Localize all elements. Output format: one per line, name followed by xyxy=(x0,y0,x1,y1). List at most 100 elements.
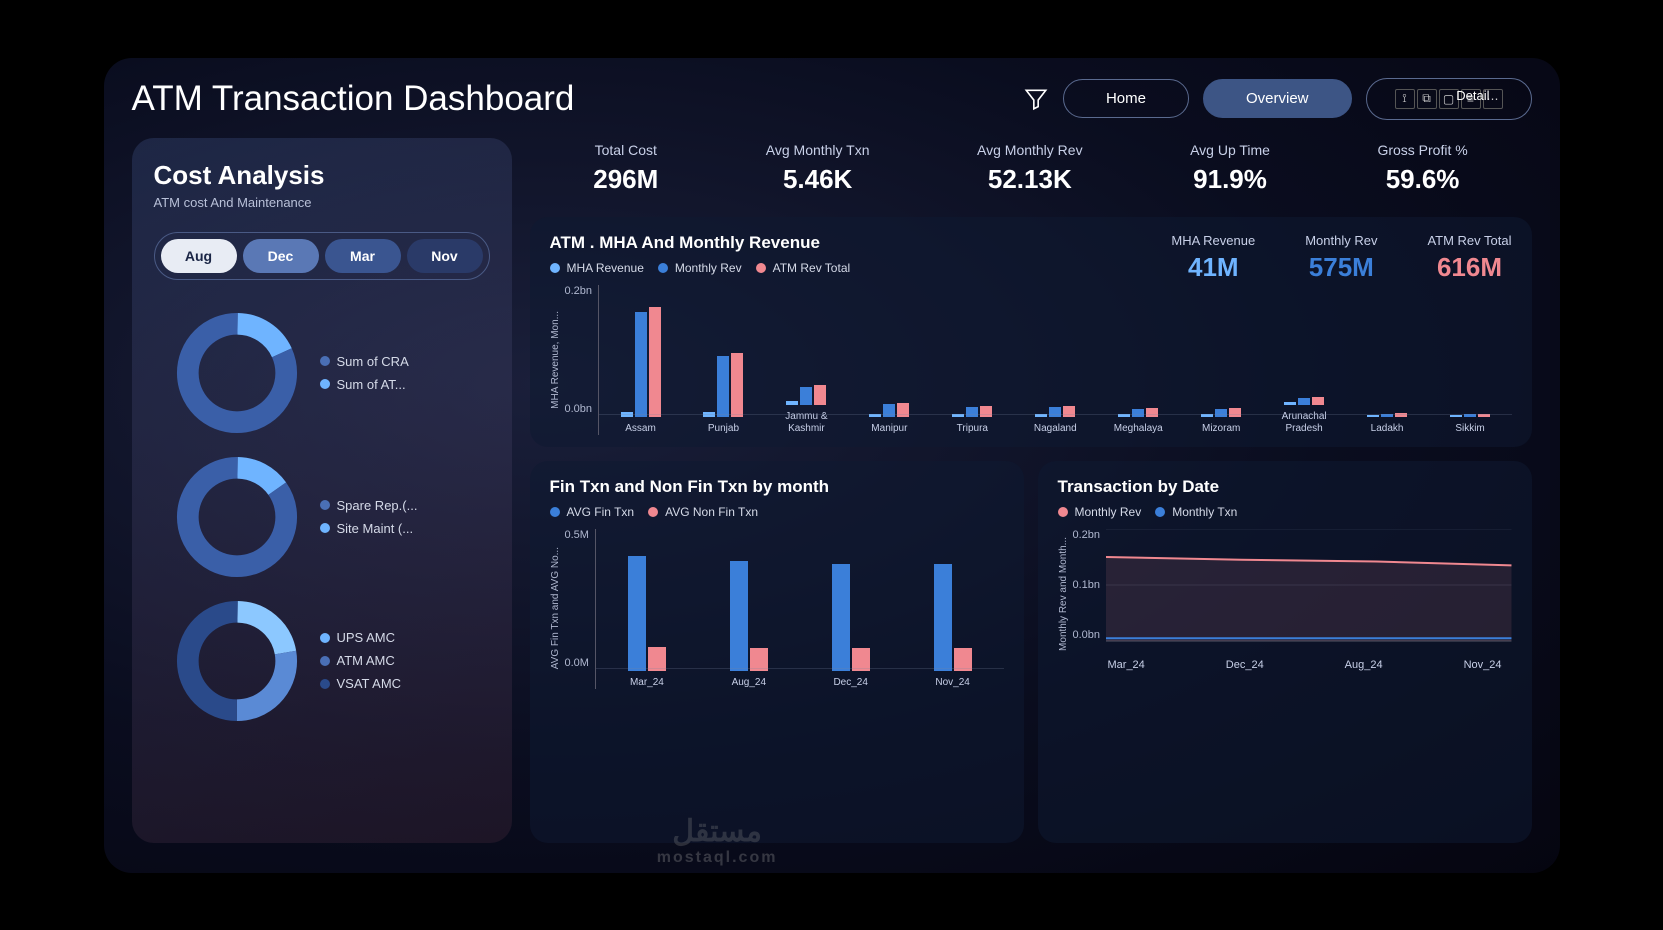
bar[interactable] xyxy=(730,561,748,670)
bar[interactable] xyxy=(1049,407,1061,417)
legend-item[interactable]: MHA Revenue xyxy=(550,261,644,275)
legend-item[interactable]: ATM Rev Total xyxy=(756,261,851,275)
copy-icon[interactable]: ⧉ xyxy=(1417,89,1437,109)
watermark-2: mostaql.com xyxy=(657,849,778,867)
x-label: Manipur xyxy=(871,423,907,435)
legend-item: Site Maint (... xyxy=(320,521,418,536)
x-label: Dec_24 xyxy=(833,677,867,689)
fin-ytick: 0.0M xyxy=(565,657,589,669)
bar[interactable] xyxy=(1478,414,1490,416)
fintxn-title: Fin Txn and Non Fin Txn by month xyxy=(550,477,1004,497)
bar[interactable] xyxy=(1118,414,1130,416)
legend-item[interactable]: Monthly Rev xyxy=(658,261,742,275)
bar[interactable] xyxy=(1201,414,1213,416)
bar[interactable] xyxy=(1312,397,1324,405)
cost-subtitle: ATM cost And Maintenance xyxy=(154,195,490,210)
bar[interactable] xyxy=(628,556,646,670)
nav-home[interactable]: Home xyxy=(1063,79,1189,118)
bar[interactable] xyxy=(897,403,909,416)
pin-icon[interactable]: ⟟ xyxy=(1395,89,1415,109)
bar[interactable] xyxy=(1298,398,1310,405)
rev-y-label: MHA Revenue, Mon... xyxy=(550,311,561,409)
month-btn-mar[interactable]: Mar xyxy=(325,239,401,273)
bar[interactable] xyxy=(1035,414,1047,416)
legend-item: VSAT AMC xyxy=(320,676,402,691)
nav-detail[interactable]: ⟟ ⧉ ▢ ≡ ⋯ xyxy=(1366,78,1532,120)
bar[interactable] xyxy=(1450,415,1462,416)
x-label: Assam xyxy=(625,423,656,435)
bar[interactable] xyxy=(980,406,992,417)
legend-item[interactable]: AVG Non Fin Txn xyxy=(648,505,758,519)
fintxn-legend: AVG Fin Txn AVG Non Fin Txn xyxy=(550,505,1004,519)
donut-row-2: UPS AMCATM AMCVSAT AMC xyxy=(154,596,490,726)
bar[interactable] xyxy=(1381,414,1393,416)
bar-group: Arunachal Pradesh xyxy=(1263,285,1346,435)
bar[interactable] xyxy=(1284,402,1296,404)
rev-bars: Assam Punjab Jammu & Kashmir Manipur Tripura… xyxy=(598,285,1511,435)
legend-item[interactable]: AVG Fin Txn xyxy=(550,505,635,519)
kpi: Total Cost296M xyxy=(593,142,658,195)
rev-kpi: MHA Revenue41M xyxy=(1171,233,1255,283)
txndate-legend: Monthly Rev Monthly Txn xyxy=(1058,505,1512,519)
bar[interactable] xyxy=(934,564,952,671)
x-tick: Dec_24 xyxy=(1226,659,1264,671)
revenue-kpis: MHA Revenue41M Monthly Rev575M ATM Rev Tot… xyxy=(1171,233,1511,283)
donut-row-0: Sum of CRASum of AT... xyxy=(154,308,490,438)
bar[interactable] xyxy=(814,385,826,405)
legend-item: Spare Rep.(... xyxy=(320,498,418,513)
watermark-1: مستقل xyxy=(657,814,778,849)
x-label: Punjab xyxy=(708,423,739,435)
bar[interactable] xyxy=(869,414,881,416)
bar[interactable] xyxy=(1146,408,1158,417)
bar[interactable] xyxy=(966,407,978,417)
bar-group: Jammu & Kashmir xyxy=(765,285,848,435)
bar[interactable] xyxy=(786,401,798,404)
bar[interactable] xyxy=(649,307,661,417)
month-btn-dec[interactable]: Dec xyxy=(243,239,319,273)
fintxn-card: Fin Txn and Non Fin Txn by month AVG Fin… xyxy=(530,461,1024,843)
dashboard-root: ATM Transaction Dashboard Home Overview … xyxy=(104,58,1560,873)
x-label: Tripura xyxy=(957,423,988,435)
bar[interactable] xyxy=(1229,408,1241,417)
fin-ytick: 0.5M xyxy=(565,529,589,541)
txn-ytick: 0.0bn xyxy=(1073,629,1101,641)
bar[interactable] xyxy=(883,404,895,416)
page-title: ATM Transaction Dashboard xyxy=(132,79,575,119)
kpi: Gross Profit %59.6% xyxy=(1377,142,1467,195)
bar[interactable] xyxy=(952,414,964,416)
bar[interactable] xyxy=(800,387,812,405)
donut-1 xyxy=(172,452,302,582)
bar[interactable] xyxy=(731,353,743,417)
nav-overview[interactable]: Overview xyxy=(1203,79,1352,118)
revenue-chart: MHA Revenue, Mon... 0.2bn 0.0bn AssamPun… xyxy=(550,285,1512,435)
month-btn-aug[interactable]: Aug xyxy=(161,239,237,273)
bar[interactable] xyxy=(1367,415,1379,416)
nav-detail-label: Detail xyxy=(1456,88,1489,103)
cost-title: Cost Analysis xyxy=(154,160,490,191)
bar[interactable] xyxy=(1464,414,1476,416)
x-tick: Aug_24 xyxy=(1345,659,1383,671)
txn-ytick: 0.2bn xyxy=(1073,529,1101,541)
bar[interactable] xyxy=(635,312,647,417)
rev-kpi: ATM Rev Total616M xyxy=(1427,233,1511,283)
legend-item[interactable]: Monthly Rev xyxy=(1058,505,1142,519)
cost-analysis-panel: Cost Analysis ATM cost And Maintenance A… xyxy=(132,138,512,843)
bar[interactable] xyxy=(1063,406,1075,417)
fintxn-chart: AVG Fin Txn and AVG No... 0.5M 0.0M Mar_… xyxy=(550,529,1004,689)
txndate-title: Transaction by Date xyxy=(1058,477,1512,497)
rev-kpi: Monthly Rev575M xyxy=(1305,233,1377,283)
bar[interactable] xyxy=(717,356,729,417)
txndate-card: Transaction by Date Monthly Rev Monthly T… xyxy=(1038,461,1532,843)
x-label: Mar_24 xyxy=(630,677,664,689)
x-label: Ladakh xyxy=(1371,423,1404,435)
donut-2 xyxy=(172,596,302,726)
filter-icon[interactable] xyxy=(1023,86,1049,112)
legend-item[interactable]: Monthly Txn xyxy=(1155,505,1237,519)
bar[interactable] xyxy=(832,564,850,671)
txn-ytick: 0.1bn xyxy=(1073,579,1101,591)
header: ATM Transaction Dashboard Home Overview … xyxy=(132,78,1532,120)
fin-y-label: AVG Fin Txn and AVG No... xyxy=(550,547,561,669)
legend-item: UPS AMC xyxy=(320,630,402,645)
legend-item: Sum of AT... xyxy=(320,377,409,392)
month-btn-nov[interactable]: Nov xyxy=(407,239,483,273)
